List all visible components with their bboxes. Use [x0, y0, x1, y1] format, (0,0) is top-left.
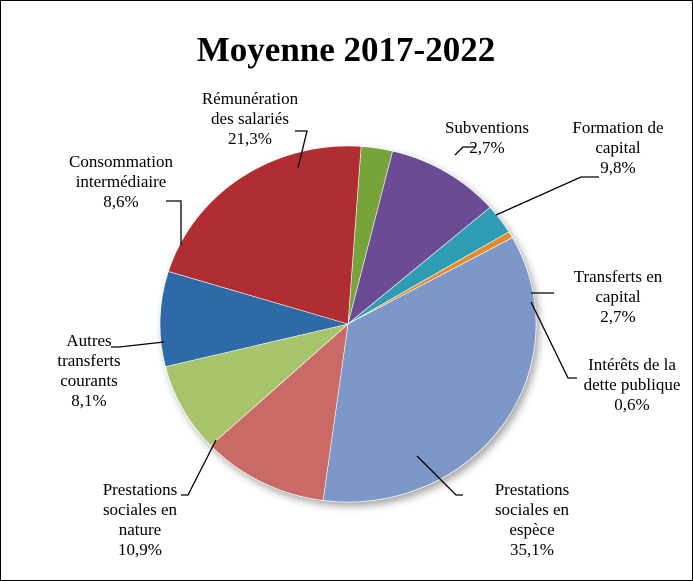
slice-label-2: Transferts en capital 2,7%: [574, 267, 663, 326]
slice-label-line: 21,3%: [228, 129, 272, 148]
pie-slice-7: [159, 271, 350, 367]
slice-label-line: des salariés: [211, 109, 289, 128]
slice-label-line: Prestations: [103, 480, 178, 499]
slice-label-line: 8,1%: [71, 391, 106, 410]
slice-label-line: intermédiaire: [76, 172, 167, 191]
leader-line-0: [454, 146, 475, 156]
slice-label-5: Prestations sociales en nature 10,9%: [103, 480, 178, 559]
slice-label-line: 10,9%: [118, 540, 162, 559]
pie-slice-4: [322, 237, 537, 503]
pie-slice-8: [167, 145, 362, 325]
slice-label-line: sociales en: [103, 500, 178, 519]
slice-labels: Subventions 2,7%Formation de capital 9,8%Tr…: [57, 89, 680, 559]
slice-label-line: Subventions: [445, 118, 529, 137]
slice-label-3: Intérêts de la dette publique 0,6%: [584, 355, 681, 414]
leader-line-5: [181, 439, 217, 496]
slice-label-line: transferts: [57, 351, 120, 370]
leader-line-6: [111, 341, 165, 348]
slice-label-line: Consommation: [69, 152, 173, 171]
pie-slice-5: [210, 323, 349, 501]
pie-slices: [159, 145, 537, 503]
slice-label-line: nature: [119, 520, 161, 539]
slice-label-line: Autres: [66, 331, 111, 350]
slice-label-line: Rémunération: [202, 89, 299, 108]
slice-label-7: Consommation intermédiaire 8,6%: [69, 152, 173, 211]
slice-label-line: 2,7%: [600, 307, 635, 326]
leader-line-8: [295, 130, 308, 169]
slice-label-line: 35,1%: [510, 540, 554, 559]
slice-label-line: 0,6%: [614, 395, 649, 414]
slice-label-line: Prestations: [495, 480, 570, 499]
slice-label-4: Prestations sociales en espèce 35,1%: [495, 480, 570, 559]
slice-label-line: 9,8%: [600, 158, 635, 177]
slice-label-8: Rémunération des salariés 21,3%: [202, 89, 299, 148]
slice-label-1: Formation de capital 9,8%: [572, 118, 663, 177]
pie-slice-1: [347, 150, 491, 325]
slice-label-line: Transferts en: [574, 267, 663, 286]
slice-label-line: espèce: [509, 520, 554, 539]
slice-label-line: Formation de: [572, 118, 663, 137]
slice-label-line: courants: [60, 371, 118, 390]
slice-label-line: dette publique: [584, 375, 681, 394]
leader-lines: [111, 130, 599, 496]
slice-label-0: Subventions 2,7%: [445, 118, 529, 157]
slice-label-line: Intérêts de la: [588, 355, 676, 374]
slice-label-line: sociales en: [495, 500, 570, 519]
slice-label-line: 8,6%: [103, 192, 138, 211]
slice-label-line: capital: [595, 138, 641, 157]
leader-line-3: [530, 301, 577, 379]
slice-label-6: Autres transferts courants 8,1%: [57, 331, 120, 410]
slice-label-line: 2,7%: [469, 138, 504, 157]
pie-slice-6: [165, 323, 349, 446]
chart-title: Moyenne 2017-2022: [197, 30, 495, 69]
leader-line-1: [495, 176, 599, 216]
leader-line-4: [416, 455, 463, 496]
leader-line-7: [166, 200, 182, 245]
slice-label-line: capital: [595, 287, 641, 306]
